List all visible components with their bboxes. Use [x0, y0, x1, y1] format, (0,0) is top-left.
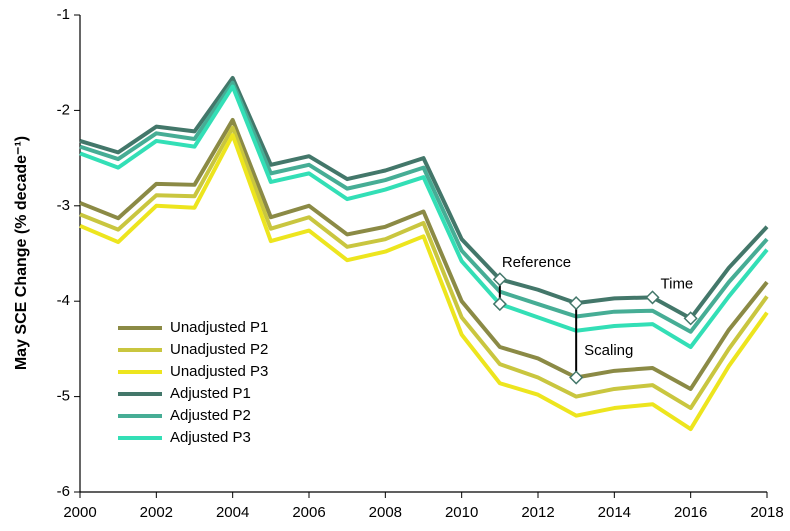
legend-label: Adjusted P2 [170, 407, 251, 424]
y-tick-label: -4 [57, 292, 70, 309]
x-tick-label: 2014 [598, 504, 631, 521]
annotation: Scaling [584, 342, 633, 359]
legend-label: Unadjusted P2 [170, 341, 268, 358]
x-tick-label: 2018 [750, 504, 783, 521]
x-tick-label: 2004 [216, 504, 249, 521]
y-tick-label: -2 [57, 101, 70, 118]
annotation-marker [569, 296, 584, 311]
annotation-marker [569, 370, 584, 385]
x-tick-label: 2010 [445, 504, 478, 521]
x-tick-label: 2002 [140, 504, 173, 521]
legend-label: Adjusted P3 [170, 429, 251, 446]
series-line [79, 125, 769, 411]
annotation-marker [645, 290, 660, 305]
annotation: Reference [502, 254, 571, 271]
annotation-marker [492, 297, 507, 312]
series-line [79, 133, 769, 432]
annotation: Time [661, 275, 694, 292]
y-axis-label: May SCE Change (% decade⁻¹) [13, 136, 30, 370]
series-line [79, 80, 769, 334]
y-tick-label: -6 [57, 483, 70, 500]
x-tick-label: 2016 [674, 504, 707, 521]
legend-label: Unadjusted P3 [170, 363, 268, 380]
x-tick-label: 2008 [369, 504, 402, 521]
x-tick-label: 2006 [292, 504, 325, 521]
annotation-marker [683, 311, 698, 326]
x-tick-label: 2012 [521, 504, 554, 521]
x-tick-label: 2000 [63, 504, 96, 521]
legend-label: Unadjusted P1 [170, 319, 268, 336]
series-line [79, 117, 769, 391]
y-tick-label: -1 [57, 6, 70, 23]
legend-label: Adjusted P1 [170, 385, 251, 402]
y-tick-label: -3 [57, 197, 70, 214]
annotation-marker [492, 272, 507, 287]
y-tick-label: -5 [57, 388, 70, 405]
series-line [79, 84, 769, 349]
